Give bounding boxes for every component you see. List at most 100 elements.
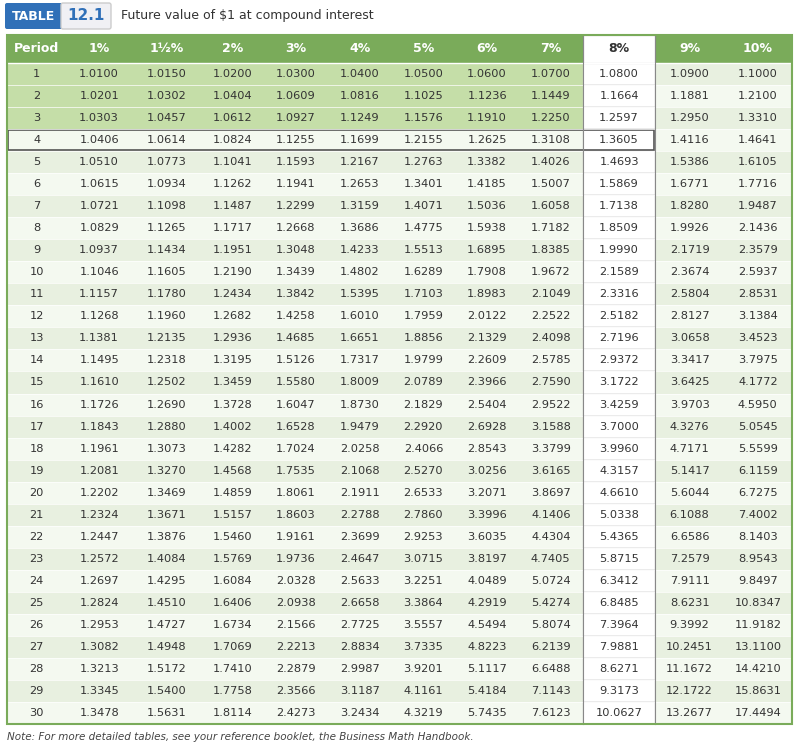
Text: 3: 3 — [33, 113, 40, 123]
Text: 7.4002: 7.4002 — [738, 510, 777, 520]
Text: 1.4568: 1.4568 — [213, 466, 252, 476]
Text: 6.1088: 6.1088 — [670, 510, 710, 520]
Text: 1.1249: 1.1249 — [340, 113, 380, 123]
Text: 2.5182: 2.5182 — [599, 311, 639, 322]
Text: 1.2434: 1.2434 — [213, 290, 252, 299]
Bar — [7, 195, 792, 217]
Bar — [7, 63, 582, 85]
Bar — [7, 284, 792, 305]
Text: 1.4233: 1.4233 — [340, 245, 380, 255]
Bar — [7, 239, 792, 261]
Text: 10.0627: 10.0627 — [595, 708, 642, 718]
Text: 1.1576: 1.1576 — [403, 113, 443, 123]
Text: 2.7196: 2.7196 — [599, 334, 639, 344]
Bar — [582, 592, 655, 613]
Text: 1.5400: 1.5400 — [146, 686, 186, 696]
Text: 9.3992: 9.3992 — [670, 620, 710, 630]
Text: 1.3310: 1.3310 — [738, 113, 777, 123]
Text: 1.1487: 1.1487 — [213, 201, 252, 211]
Text: 1.7069: 1.7069 — [213, 642, 252, 652]
Bar — [582, 107, 655, 129]
Text: 1.6406: 1.6406 — [213, 598, 252, 608]
Text: 1.7959: 1.7959 — [403, 311, 443, 322]
Bar — [582, 702, 655, 724]
Text: 1.5938: 1.5938 — [467, 224, 507, 233]
Bar — [7, 658, 792, 680]
Text: 1.0200: 1.0200 — [213, 69, 252, 79]
Bar — [7, 702, 792, 724]
Text: 1.2324: 1.2324 — [79, 510, 119, 520]
Text: 1.0600: 1.0600 — [467, 69, 507, 79]
Text: 3.1722: 3.1722 — [599, 377, 639, 388]
Text: 1.7138: 1.7138 — [599, 201, 639, 211]
Bar — [582, 261, 655, 284]
Text: 1.4802: 1.4802 — [340, 267, 380, 278]
Text: 10.8347: 10.8347 — [734, 598, 781, 608]
Text: 2.8531: 2.8531 — [738, 290, 777, 299]
Text: 8.1403: 8.1403 — [738, 532, 777, 542]
Text: 6.3412: 6.3412 — [599, 576, 639, 586]
Bar — [7, 680, 792, 702]
Bar — [582, 371, 655, 394]
Text: 2.6658: 2.6658 — [340, 598, 380, 608]
Text: 1.0700: 1.0700 — [531, 69, 570, 79]
Text: 3.1384: 3.1384 — [738, 311, 777, 322]
Text: 1.1025: 1.1025 — [403, 91, 443, 101]
Text: 1.1780: 1.1780 — [146, 290, 186, 299]
Text: 1.2668: 1.2668 — [276, 224, 316, 233]
Bar — [7, 63, 792, 85]
Text: 1.4693: 1.4693 — [599, 158, 639, 167]
Text: 3.7975: 3.7975 — [738, 356, 777, 365]
Text: 1.1268: 1.1268 — [79, 311, 119, 322]
Text: 2.0122: 2.0122 — [467, 311, 507, 322]
Text: 1.2682: 1.2682 — [213, 311, 252, 322]
Text: 4.6610: 4.6610 — [599, 488, 639, 498]
Text: 17.4494: 17.4494 — [734, 708, 781, 718]
Text: 9%: 9% — [679, 43, 700, 56]
Text: 2.7725: 2.7725 — [340, 620, 380, 630]
Text: 27: 27 — [30, 642, 44, 652]
Bar — [582, 614, 655, 636]
Text: 5.1117: 5.1117 — [467, 664, 507, 674]
Bar — [7, 570, 792, 592]
Text: 8.6271: 8.6271 — [599, 664, 639, 674]
Text: 1.3048: 1.3048 — [276, 245, 316, 255]
Text: 1.8061: 1.8061 — [276, 488, 316, 498]
Text: 1.9926: 1.9926 — [670, 224, 710, 233]
Text: 2.5633: 2.5633 — [340, 576, 380, 586]
Text: 1.3270: 1.3270 — [146, 466, 186, 476]
Bar — [582, 526, 655, 548]
Text: 8.6231: 8.6231 — [670, 598, 710, 608]
Text: 1.6058: 1.6058 — [531, 201, 570, 211]
Text: 1.2100: 1.2100 — [738, 91, 777, 101]
Text: 2.7590: 2.7590 — [531, 377, 570, 388]
Text: 2.9987: 2.9987 — [340, 664, 380, 674]
Bar — [7, 217, 792, 239]
Text: 1.0303: 1.0303 — [79, 113, 119, 123]
Text: 1.4510: 1.4510 — [146, 598, 186, 608]
Bar — [582, 570, 655, 592]
Text: 6: 6 — [33, 179, 40, 189]
Text: 3.6425: 3.6425 — [670, 377, 710, 388]
Text: 1.1664: 1.1664 — [599, 91, 639, 101]
Text: 1.4859: 1.4859 — [213, 488, 252, 498]
Text: 1.8603: 1.8603 — [276, 510, 316, 520]
Text: 2.3579: 2.3579 — [738, 245, 777, 255]
Text: 1.1843: 1.1843 — [79, 422, 119, 431]
Text: 3.9201: 3.9201 — [403, 664, 443, 674]
Text: 5.5599: 5.5599 — [738, 443, 777, 454]
Text: 1.2697: 1.2697 — [79, 576, 119, 586]
Text: 1.0510: 1.0510 — [79, 158, 119, 167]
Text: 1.6771: 1.6771 — [670, 179, 710, 189]
Bar — [582, 437, 655, 460]
Text: 1.1941: 1.1941 — [276, 179, 316, 189]
Text: 5.0724: 5.0724 — [531, 576, 570, 586]
Text: 3.0256: 3.0256 — [467, 466, 507, 476]
Text: 9.8497: 9.8497 — [738, 576, 777, 586]
Text: 1.6105: 1.6105 — [738, 158, 777, 167]
Text: 1.6651: 1.6651 — [340, 334, 380, 344]
Text: 3.3864: 3.3864 — [403, 598, 443, 608]
Text: 1.2824: 1.2824 — [79, 598, 119, 608]
Bar — [582, 305, 655, 328]
Bar — [7, 526, 792, 548]
